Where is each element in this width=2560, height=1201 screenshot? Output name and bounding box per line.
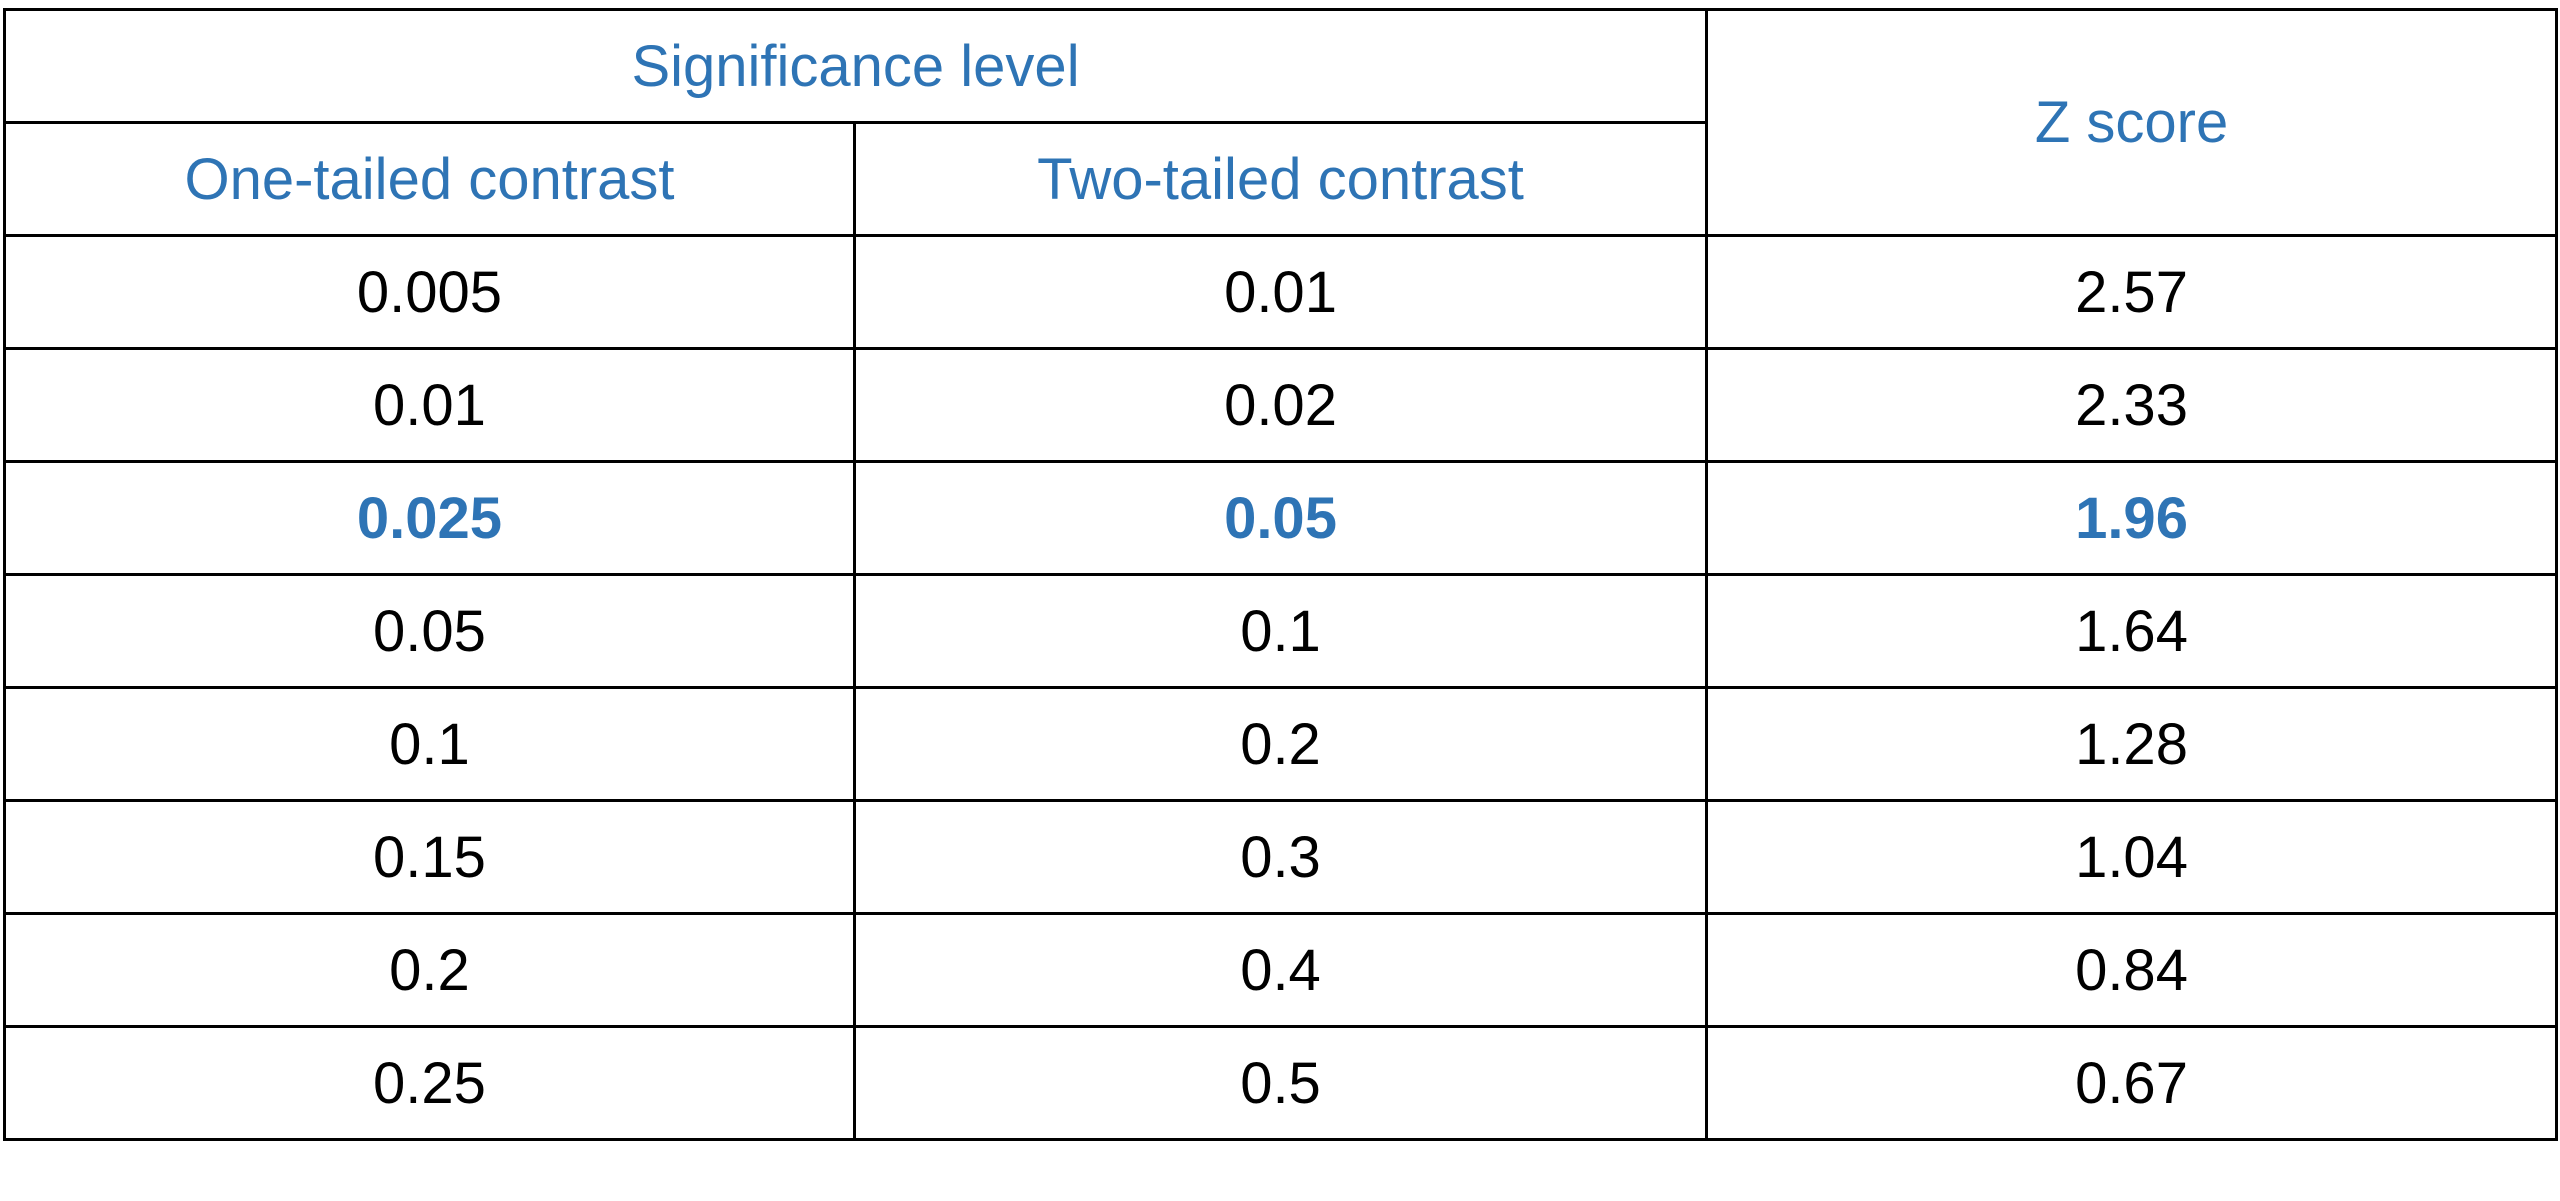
table-cell: 0.05 [3, 573, 856, 689]
table-cell: 0.4 [852, 912, 1709, 1028]
table-row: 0.2 0.4 0.84 [3, 912, 2559, 1028]
header-row: Significance level Z score [2, 8, 2559, 237]
table-cell: 0.15 [3, 799, 856, 915]
column-header: Two-tailed contrast [852, 121, 1709, 237]
table-cell: 0.1 [3, 686, 856, 802]
table-row: 0.01 0.02 2.33 [3, 347, 2559, 463]
table-cell: 0.02 [852, 347, 1709, 463]
table-cell: 0.84 [1705, 912, 2559, 1028]
table-cell: 1.96 [1705, 460, 2559, 576]
table-cell: 0.05 [852, 460, 1709, 576]
table-cell: 0.01 [852, 234, 1709, 350]
table-cell: 0.2 [852, 686, 1709, 802]
table-head: Significance level Z score One-tailed co… [2, 8, 2559, 237]
table-cell: 1.04 [1705, 799, 2559, 915]
table-cell: 0.67 [1705, 1025, 2559, 1141]
table-row: 0.1 0.2 1.28 [3, 686, 2559, 802]
table-cell: 0.25 [3, 1025, 856, 1141]
group-header: Significance level [2, 8, 1709, 124]
z-table: Significance level Z score One-tailed co… [2, 8, 2559, 1141]
column-header: One-tailed contrast [3, 121, 856, 237]
table-cell: 0.01 [3, 347, 856, 463]
table-body: 0.005 0.01 2.57 0.01 0.02 2.33 0.025 0.05 1.96 0.… [3, 234, 2559, 1141]
table-cell: 0.005 [3, 234, 856, 350]
table-row: 0.25 0.5 0.67 [3, 1025, 2559, 1141]
table-cell: 2.33 [1705, 347, 2559, 463]
table-row: 0.025 0.05 1.96 [3, 460, 2559, 576]
table-cell: 0.3 [852, 799, 1709, 915]
table-row: 0.005 0.01 2.57 [3, 234, 2559, 350]
header-row: One-tailed contrast Two-tailed contrast [3, 121, 2557, 237]
table-row: 0.05 0.1 1.64 [3, 573, 2559, 689]
z-header: Z score [1705, 8, 2559, 237]
table-cell: 1.64 [1705, 573, 2559, 689]
table-cell: 0.025 [3, 460, 856, 576]
table-row: 0.15 0.3 1.04 [3, 799, 2559, 915]
table-cell: 0.5 [852, 1025, 1709, 1141]
table-cell: 2.57 [1705, 234, 2559, 350]
table-cell: 0.2 [3, 912, 856, 1028]
table-cell: 0.1 [852, 573, 1709, 689]
table-cell: 1.28 [1705, 686, 2559, 802]
